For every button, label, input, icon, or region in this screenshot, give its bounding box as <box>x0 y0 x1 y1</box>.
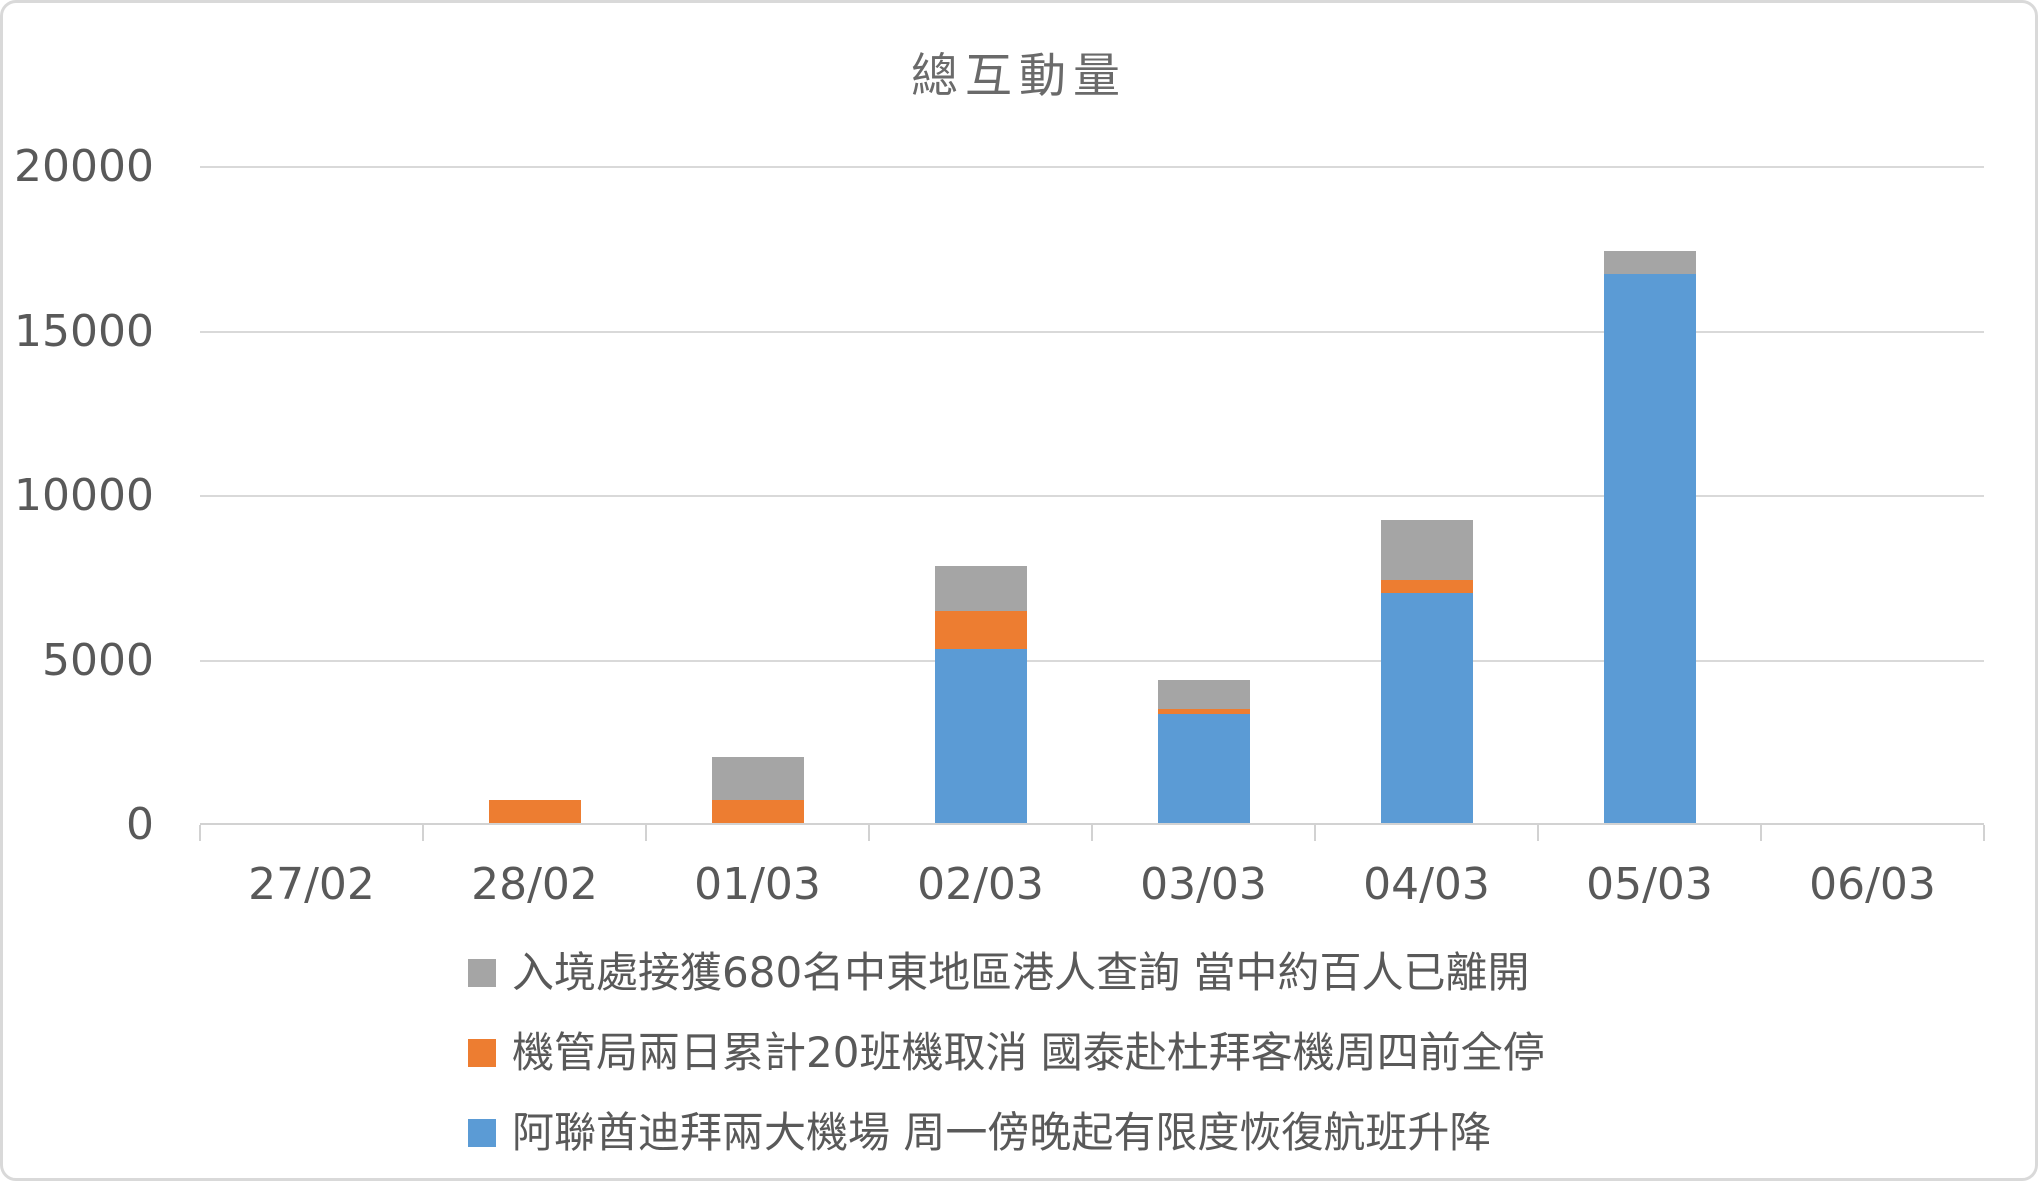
legend-swatch-gray <box>468 959 496 987</box>
bar-segment <box>1157 714 1250 823</box>
x-tick-label: 05/03 <box>1586 859 1713 910</box>
x-tick-label: 02/03 <box>917 859 1044 910</box>
bar-segment <box>1380 520 1473 580</box>
axis-tick <box>1983 825 1985 841</box>
plot-area <box>199 166 1985 841</box>
axis-tick <box>1091 825 1093 841</box>
x-tick-label: 06/03 <box>1809 859 1936 910</box>
gridline <box>200 659 1984 662</box>
gridline <box>200 495 1984 497</box>
legend-label: 入境處接獲680名中東地區港人查詢 當中約百人已離開 <box>512 948 1530 997</box>
y-tick-label: 0 <box>126 799 154 850</box>
legend-item: 阿聯酋迪拜兩大機場 周一傍晚起有限度恢復航班升降 <box>468 1101 1545 1165</box>
bar-segment <box>934 648 1027 823</box>
legend-label: 阿聯酋迪拜兩大機場 周一傍晚起有限度恢復航班升降 <box>512 1108 1492 1157</box>
axis-tick <box>199 825 201 841</box>
axis-tick <box>868 825 870 841</box>
x-tick-label: 01/03 <box>694 859 821 910</box>
bar-segment <box>488 799 581 823</box>
legend-swatch-orange <box>468 1039 496 1067</box>
bar-segment <box>1603 273 1696 823</box>
y-tick-label: 10000 <box>14 470 154 521</box>
axis-tick <box>645 825 647 841</box>
x-tick-label: 28/02 <box>471 859 598 910</box>
bar-segment <box>711 799 804 823</box>
x-axis-line <box>200 823 1984 825</box>
legend-item: 入境處接獲680名中東地區港人查詢 當中約百人已離開 <box>468 941 1545 1005</box>
x-tick-label: 04/03 <box>1363 859 1490 910</box>
gridline <box>200 330 1984 333</box>
x-tick-label: 27/02 <box>248 859 375 910</box>
bar-segment <box>1157 679 1250 710</box>
legend-swatch-blue <box>468 1119 496 1147</box>
bar-segment <box>934 610 1027 649</box>
bar-segment <box>1603 250 1696 274</box>
x-tick-label: 03/03 <box>1140 859 1267 910</box>
y-tick-label: 15000 <box>14 306 154 357</box>
y-tick-label: 20000 <box>14 141 154 192</box>
legend: 入境處接獲680名中東地區港人查詢 當中約百人已離開 機管局兩日累計20班機取消… <box>468 941 1545 1178</box>
axis-tick <box>1537 825 1539 841</box>
bar-segment <box>1380 592 1473 823</box>
axis-tick <box>1314 825 1316 841</box>
chart-title: 總互動量 <box>911 49 1127 104</box>
bar-segment <box>934 566 1027 611</box>
y-tick-label: 5000 <box>42 635 154 686</box>
legend-item: 機管局兩日累計20班機取消 國泰赴杜拜客機周四前全停 <box>468 1021 1545 1085</box>
bar-segment <box>711 757 804 800</box>
legend-label: 機管局兩日累計20班機取消 國泰赴杜拜客機周四前全停 <box>512 1028 1545 1077</box>
bar-segment <box>1157 709 1250 715</box>
bar-segment <box>1380 579 1473 593</box>
gridline <box>200 166 1984 168</box>
axis-tick <box>1760 825 1762 841</box>
axis-tick <box>422 825 424 841</box>
